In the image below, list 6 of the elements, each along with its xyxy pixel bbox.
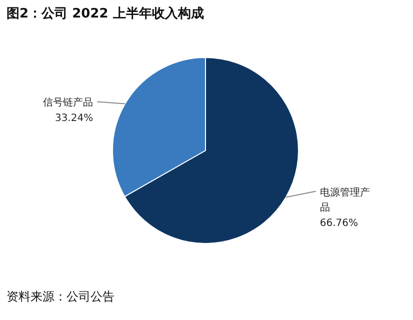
- slice-label: 电源管理产品: [320, 186, 370, 214]
- chart-title: 图2：公司 2022 上半年收入构成: [6, 6, 204, 22]
- text: 资料来源：公司公告: [6, 290, 114, 304]
- slice-label: 信号链产品: [43, 96, 94, 109]
- data-label: 66.76%: [320, 218, 358, 230]
- data-label: 33.24%: [54, 113, 94, 124]
